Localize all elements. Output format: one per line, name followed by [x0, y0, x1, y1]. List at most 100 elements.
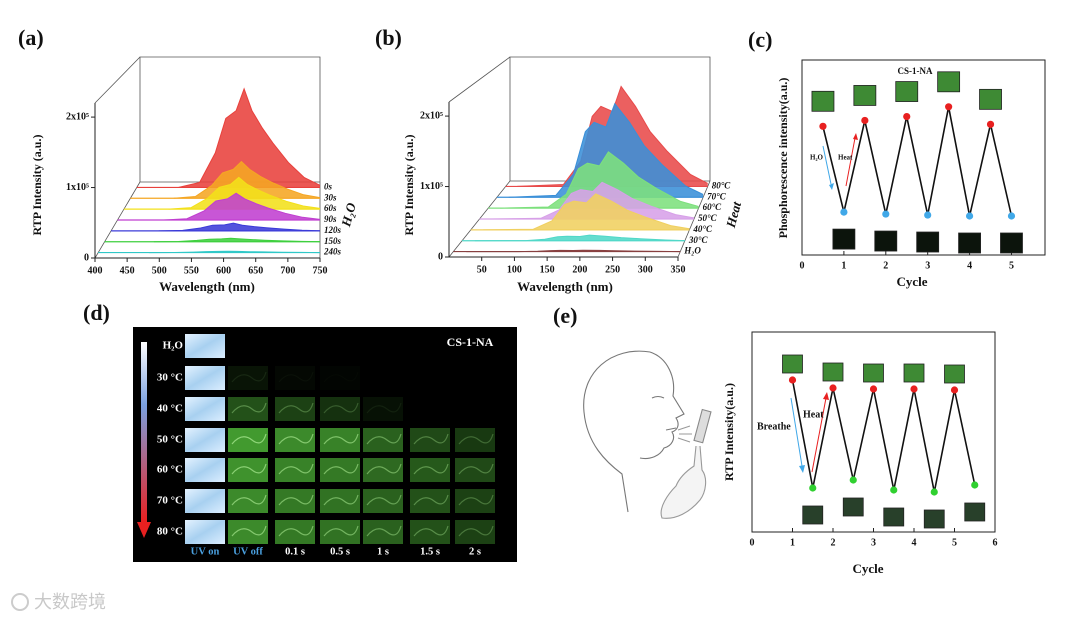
- afterglow-tile: [410, 520, 450, 544]
- afterglow-tile: [228, 366, 268, 390]
- z-axis-label: Heat: [723, 200, 745, 230]
- plot-frame: [801, 59, 1046, 256]
- tile-texture: [366, 525, 402, 537]
- face-profile: [639, 351, 685, 460]
- mouth: [665, 427, 677, 431]
- marker: [971, 481, 979, 489]
- series-label: 30°C: [688, 235, 709, 245]
- row-label: 50 °C: [157, 434, 183, 446]
- afterglow-tile: [228, 458, 268, 482]
- spectrum-line: [148, 250, 321, 254]
- afterglow-tile: [455, 428, 495, 452]
- hand: [660, 445, 707, 519]
- row-label: H₂O: [163, 340, 184, 352]
- x-tick-label: 1: [790, 537, 795, 548]
- tile-texture: [458, 494, 494, 506]
- watermark-logo: [11, 593, 29, 611]
- tile-texture: [278, 494, 314, 506]
- series-label: 70°C: [707, 191, 727, 201]
- series-label: 80°C: [712, 180, 732, 190]
- x-tick-label: 5: [952, 537, 957, 548]
- tile-texture: [278, 433, 314, 445]
- x-tick-label: 100: [507, 264, 522, 275]
- row-label: 40 °C: [157, 403, 183, 415]
- panel-label: (d): [83, 300, 110, 325]
- tile-texture: [231, 525, 267, 537]
- afterglow-tile: [455, 489, 495, 513]
- tile-texture: [413, 494, 449, 506]
- spectrum-line: [163, 192, 321, 221]
- tile-texture: [366, 463, 402, 475]
- x-tick-label: 750: [313, 265, 328, 276]
- y-tick-label: 0: [84, 252, 89, 263]
- arrow-head: [799, 465, 805, 473]
- annotation: H₂O: [810, 154, 824, 162]
- back-wall: [139, 56, 321, 182]
- afterglow-tile: [275, 366, 315, 390]
- x-tick-label: 2: [883, 260, 888, 271]
- marker: [930, 488, 938, 496]
- photo: [832, 228, 856, 250]
- tile-texture: [231, 371, 267, 383]
- arrow: [822, 145, 832, 185]
- marker: [965, 212, 974, 220]
- marker: [903, 112, 911, 121]
- column-label: 1 s: [377, 546, 389, 557]
- afterglow-tile: [320, 489, 360, 513]
- series-label: 60s: [324, 203, 337, 213]
- photo: [874, 230, 898, 252]
- afterglow-tile: [410, 458, 450, 482]
- y-tick-label: 2x10⁵: [420, 110, 443, 121]
- afterglow-tile: [275, 458, 315, 482]
- uv-tile: [185, 334, 225, 358]
- tile-texture: [458, 525, 494, 537]
- wall-edge: [448, 56, 511, 103]
- annotation: Heat: [838, 154, 853, 162]
- afterglow-tile: [320, 428, 360, 452]
- afterglow-tile: [275, 489, 315, 513]
- grid-title: CS-1-NA: [447, 335, 494, 349]
- x-tick-label: 500: [152, 265, 167, 276]
- cycle-line: [822, 106, 1013, 217]
- tile-texture: [413, 525, 449, 537]
- panel-label: (b): [375, 25, 402, 50]
- x-tick-label: 3: [925, 260, 930, 271]
- row-label: 70 °C: [157, 495, 183, 507]
- x-tick-label: 4: [912, 537, 917, 548]
- wall-edge: [94, 56, 141, 104]
- photo: [842, 497, 864, 517]
- area-fill: [483, 193, 690, 230]
- series-label: 150s: [324, 236, 342, 246]
- tile-texture: [366, 402, 402, 414]
- marker: [829, 384, 837, 392]
- marker: [849, 476, 857, 484]
- marker: [890, 486, 898, 494]
- x-tick-label: 0: [750, 537, 755, 548]
- tile-texture: [231, 463, 267, 475]
- uv-tile: [185, 397, 225, 421]
- series-label: 240s: [323, 247, 342, 257]
- face-drawing: [583, 350, 712, 519]
- series-label: 30s: [323, 192, 337, 202]
- afterglow-tile: [363, 428, 403, 452]
- series-label: 90s: [324, 214, 337, 224]
- marker: [924, 211, 932, 219]
- marker: [840, 208, 848, 216]
- y-axis-label: RTP Intensity (a.u.): [402, 135, 416, 236]
- tile-texture: [278, 463, 314, 475]
- y-axis-label: RTP Intensity(a.u.): [722, 383, 736, 481]
- x-tick-label: 4: [967, 260, 972, 271]
- panel-label: (c): [748, 27, 772, 52]
- tile-texture: [413, 433, 449, 445]
- spectrum-line: [508, 102, 704, 198]
- area-fill: [500, 151, 699, 209]
- marker: [809, 484, 817, 492]
- spectrum-line: [491, 181, 695, 220]
- x-tick-label: 0: [800, 260, 805, 271]
- spectrum-line: [500, 151, 699, 209]
- x-tick-label: 250: [605, 264, 620, 275]
- arrow-head: [823, 392, 829, 400]
- tile-texture: [323, 402, 359, 414]
- x-tick-label: 700: [280, 265, 295, 276]
- afterglow-tile: [228, 397, 268, 421]
